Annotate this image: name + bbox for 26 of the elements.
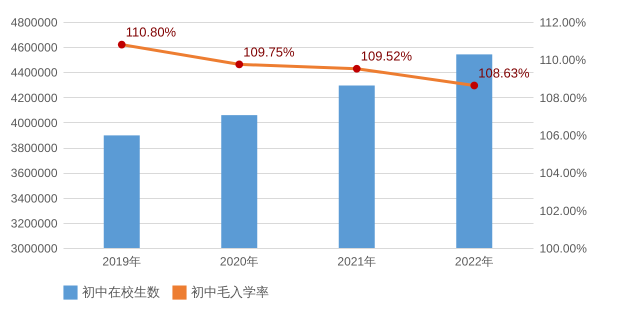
y2-tick-label: 110.00% [540,53,586,68]
y2-tick-label: 102.00% [540,204,588,218]
data-label: 109.75% [243,44,296,60]
y2-tick-label: 100.00% [540,242,588,256]
y-tick-label: 4000000 [10,116,58,130]
y-tick-label: 3600000 [10,166,58,180]
y2-tick-label: 106.00% [540,128,588,142]
x-tick-label: 2020年 [220,254,259,268]
y2-tick-label: 108.00% [540,90,588,105]
y-tick-label: 4600000 [10,40,58,55]
data-label: 110.80% [126,24,177,40]
y-tick-label: 3400000 [10,191,58,206]
y-tick-label: 4200000 [10,90,58,105]
y-tick-label: 3800000 [10,141,58,156]
y-tick-label: 3200000 [10,216,58,230]
legend-label: 初中在校生数 [82,284,160,300]
legend-label: 初中毛入学率 [191,284,269,300]
x-tick-label: 2019年 [102,254,142,268]
data-label: 109.52% [360,48,413,64]
y-tick-label: 3000000 [10,242,58,256]
y2-tick-label: 104.00% [540,166,588,180]
x-tick-label: 2022年 [454,254,494,268]
y-tick-label: 4800000 [10,16,58,30]
y-tick-label: 4400000 [10,66,58,80]
y2-tick-label: 112.00% [540,16,586,30]
x-tick-label: 2021年 [337,254,376,268]
